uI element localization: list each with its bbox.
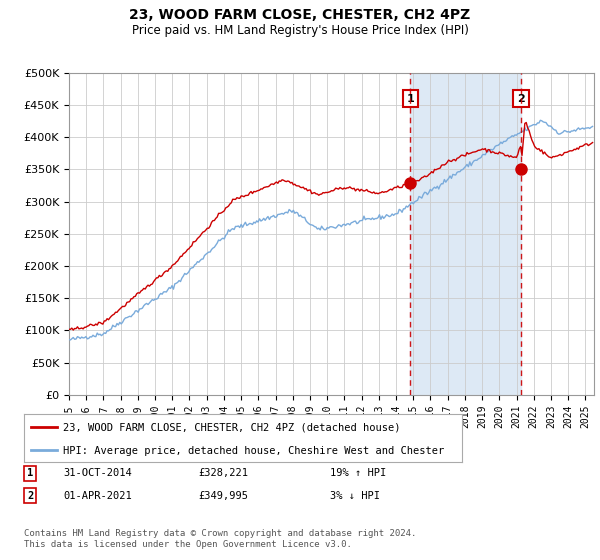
Text: Contains HM Land Registry data © Crown copyright and database right 2024.
This d: Contains HM Land Registry data © Crown c… — [24, 529, 416, 549]
Text: 23, WOOD FARM CLOSE, CHESTER, CH2 4PZ: 23, WOOD FARM CLOSE, CHESTER, CH2 4PZ — [130, 8, 470, 22]
Text: Price paid vs. HM Land Registry's House Price Index (HPI): Price paid vs. HM Land Registry's House … — [131, 24, 469, 36]
Text: 19% ↑ HPI: 19% ↑ HPI — [330, 468, 386, 478]
Text: £349,995: £349,995 — [198, 491, 248, 501]
Text: 2: 2 — [517, 94, 525, 104]
Text: 2: 2 — [27, 491, 33, 501]
Text: HPI: Average price, detached house, Cheshire West and Chester: HPI: Average price, detached house, Ches… — [64, 446, 445, 456]
Text: 23, WOOD FARM CLOSE, CHESTER, CH2 4PZ (detached house): 23, WOOD FARM CLOSE, CHESTER, CH2 4PZ (d… — [64, 423, 401, 433]
Text: £328,221: £328,221 — [198, 468, 248, 478]
Text: 31-OCT-2014: 31-OCT-2014 — [63, 468, 132, 478]
Text: 1: 1 — [406, 94, 414, 104]
Text: 3% ↓ HPI: 3% ↓ HPI — [330, 491, 380, 501]
Text: 01-APR-2021: 01-APR-2021 — [63, 491, 132, 501]
Text: 1: 1 — [27, 468, 33, 478]
Bar — [410, 73, 521, 395]
